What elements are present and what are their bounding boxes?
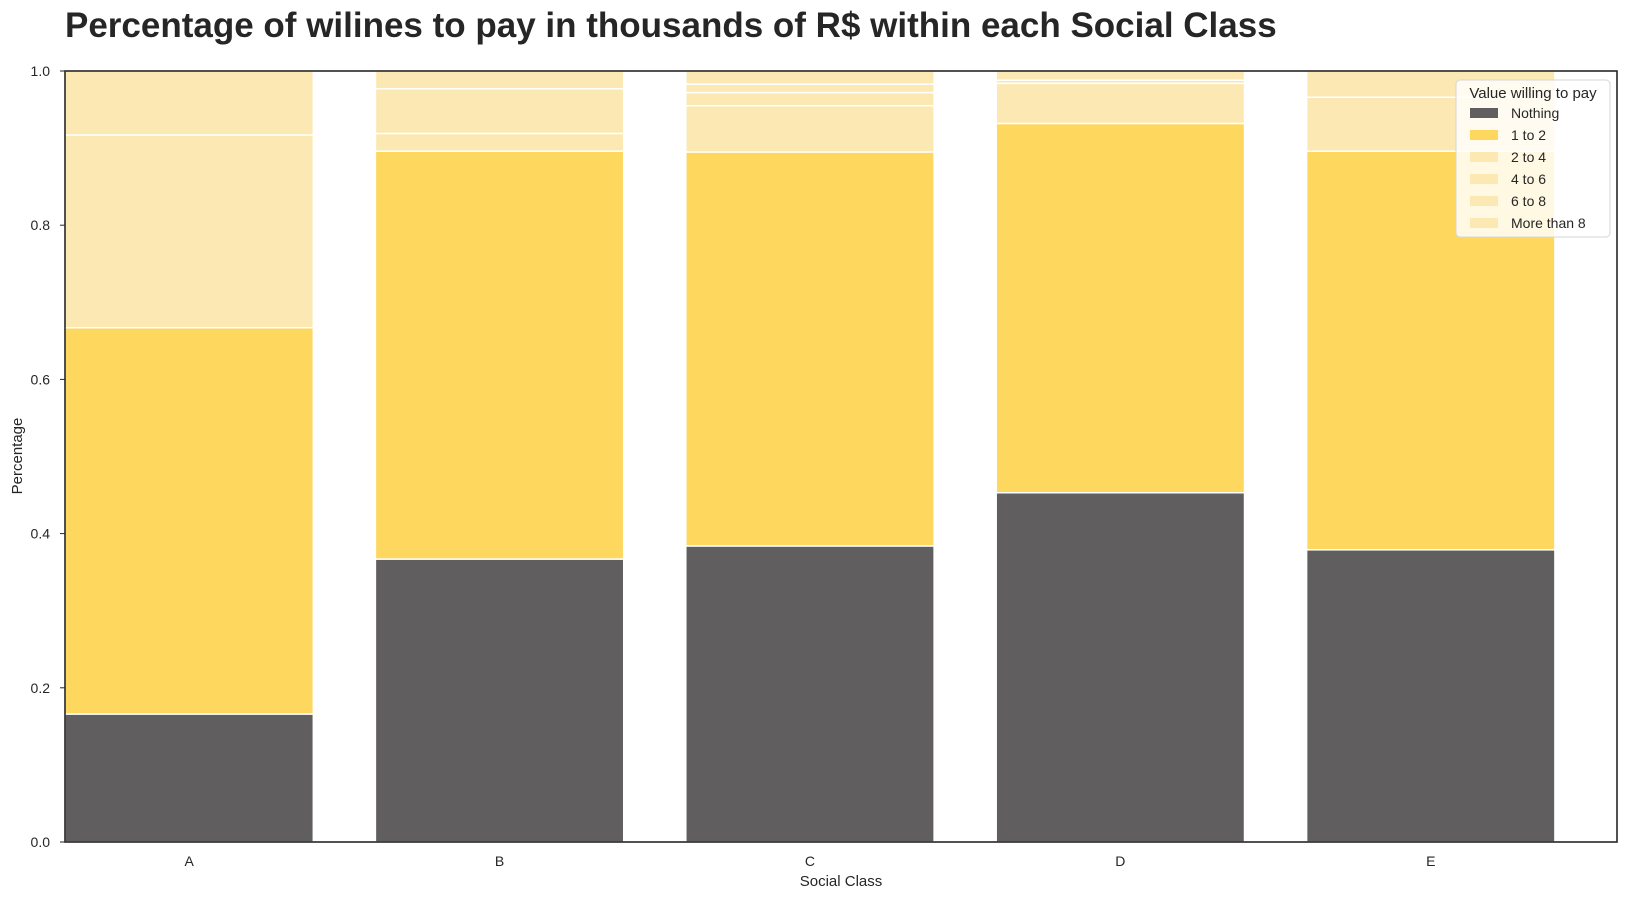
- bar-segment-c-series-1: [685, 151, 935, 547]
- bar-segment-a-series-0: [64, 713, 315, 843]
- x-tick-labels: A B C D E: [184, 853, 1435, 869]
- x-tick-label: D: [1115, 853, 1125, 869]
- legend-item-label: 6 to 8: [1511, 193, 1546, 209]
- legend-item-label: 2 to 4: [1511, 149, 1546, 165]
- legend-swatch: [1470, 196, 1498, 206]
- legend-item-label: Nothing: [1511, 105, 1559, 121]
- legend-title: Value willing to pay: [1469, 85, 1597, 102]
- y-tick-label: 0.6: [31, 371, 51, 387]
- bar-segment-e-series-0: [1305, 549, 1556, 843]
- y-axis-label: Percentage: [9, 418, 26, 495]
- legend-items: Nothing 1 to 2 2 to 4 4 to 6 6 to 8 More than…: [1470, 105, 1586, 231]
- bar-segment-d-series-0: [995, 491, 1246, 843]
- plot-frame: [64, 70, 1618, 843]
- x-tick-label: A: [184, 853, 194, 869]
- y-tick-label: 0.0: [31, 834, 51, 850]
- legend-swatch: [1470, 130, 1498, 140]
- legend-swatch: [1470, 108, 1498, 118]
- bar-segment-d-series-5: [995, 70, 1246, 82]
- legend-item-label: More than 8: [1511, 215, 1586, 231]
- bar-segment-a-series-3: [64, 70, 315, 136]
- y-tick-label: 0.8: [31, 217, 51, 233]
- bar-segment-a-series-1: [64, 326, 315, 715]
- bar-segment-b-series-3: [374, 87, 625, 135]
- legend: Value willing to pay Nothing 1 to 2 2 to 4…: [1455, 79, 1611, 238]
- bar-segment-b-series-2: [374, 132, 625, 152]
- bar-segment-d-series-1: [995, 122, 1246, 494]
- bar-segment-c-series-0: [685, 545, 935, 843]
- y-tick-label: 1.0: [31, 63, 51, 79]
- y-tick-label: 0.2: [31, 680, 51, 696]
- chart-title: Percentage of wilines to pay in thousand…: [65, 6, 1277, 45]
- bar-segment-b-series-1: [374, 150, 625, 560]
- bar-segment-c-series-5: [685, 70, 935, 85]
- x-tick-label: B: [495, 853, 504, 869]
- bar-segment-b-series-0: [374, 558, 625, 843]
- bars-layer: [64, 70, 1556, 843]
- x-tick-label: E: [1426, 853, 1435, 869]
- bar-segment-b-series-5: [374, 70, 625, 90]
- bar-segment-d-series-2: [995, 82, 1246, 125]
- bar-segment-c-series-4: [685, 83, 935, 94]
- y-tick-label: 0.4: [31, 526, 51, 542]
- x-tick-label: C: [805, 853, 815, 869]
- legend-swatch: [1470, 174, 1498, 184]
- bar-segment-c-series-3: [685, 91, 935, 107]
- x-axis-label: Social Class: [800, 873, 883, 890]
- bar-segment-c-series-2: [685, 104, 935, 153]
- legend-swatch: [1470, 218, 1498, 228]
- legend-swatch: [1470, 152, 1498, 162]
- y-tick-labels: 0.0 0.2 0.4 0.6 0.8 1.0: [31, 63, 65, 850]
- legend-item-label: 1 to 2: [1511, 127, 1546, 143]
- legend-item-label: 4 to 6: [1511, 171, 1546, 187]
- bar-segment-a-series-2: [64, 134, 315, 329]
